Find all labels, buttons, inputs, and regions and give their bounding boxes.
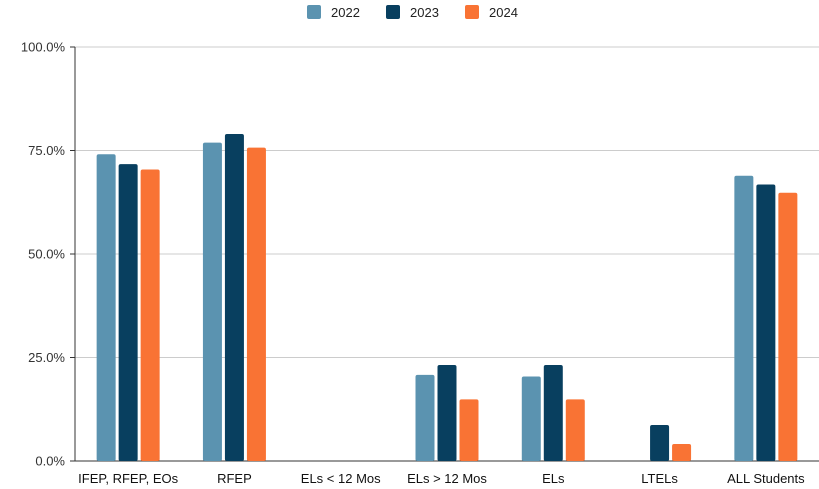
legend-swatch-2022 [307,5,321,19]
legend-swatch-2023 [386,5,400,19]
bar-2024 [246,147,266,462]
x-axis-labels: IFEP, RFEP, EOs RFEP ELs < 12 Mos ELs > 12 … [78,471,805,486]
y-tick-label: 25.0% [28,350,65,365]
bars [96,133,798,462]
x-category-label: ELs < 12 Mos [301,471,381,486]
x-category-label: ALL Students [727,471,805,486]
y-axis-ticks: 0.0% 25.0% 50.0% 75.0% 100.0% [21,40,75,469]
y-tick-label: 0.0% [35,454,65,469]
bar-2023 [650,424,670,461]
legend-label: 2024 [489,5,518,20]
bar-2024 [778,192,798,461]
legend: 2022 2023 2024 [307,5,518,20]
bar-2023 [756,184,776,461]
bar-2024 [565,399,585,461]
bar-2023 [224,133,244,461]
x-category-label: RFEP [217,471,252,486]
x-category-label: IFEP, RFEP, EOs [78,471,178,486]
bar-2023 [543,364,563,461]
bar-2023 [437,364,457,461]
x-category-label: ELs > 12 Mos [407,471,487,486]
bar-2022 [202,142,222,461]
bar-2024 [459,399,479,461]
x-category-label: LTELs [641,471,678,486]
y-tick-label: 75.0% [28,143,65,158]
bar-2023 [118,164,138,462]
y-tick-label: 100.0% [21,40,66,55]
bar-2024 [140,169,160,461]
x-category-label: ELs [542,471,565,486]
bar-2022 [734,175,754,461]
legend-swatch-2024 [465,5,479,19]
bar-2024 [672,444,692,461]
bar-2022 [521,376,541,461]
legend-label: 2022 [331,5,360,20]
legend-label: 2023 [410,5,439,20]
bar-2022 [415,374,435,461]
bar-2022 [96,154,116,461]
y-tick-label: 50.0% [28,247,65,262]
gridlines [75,46,819,462]
